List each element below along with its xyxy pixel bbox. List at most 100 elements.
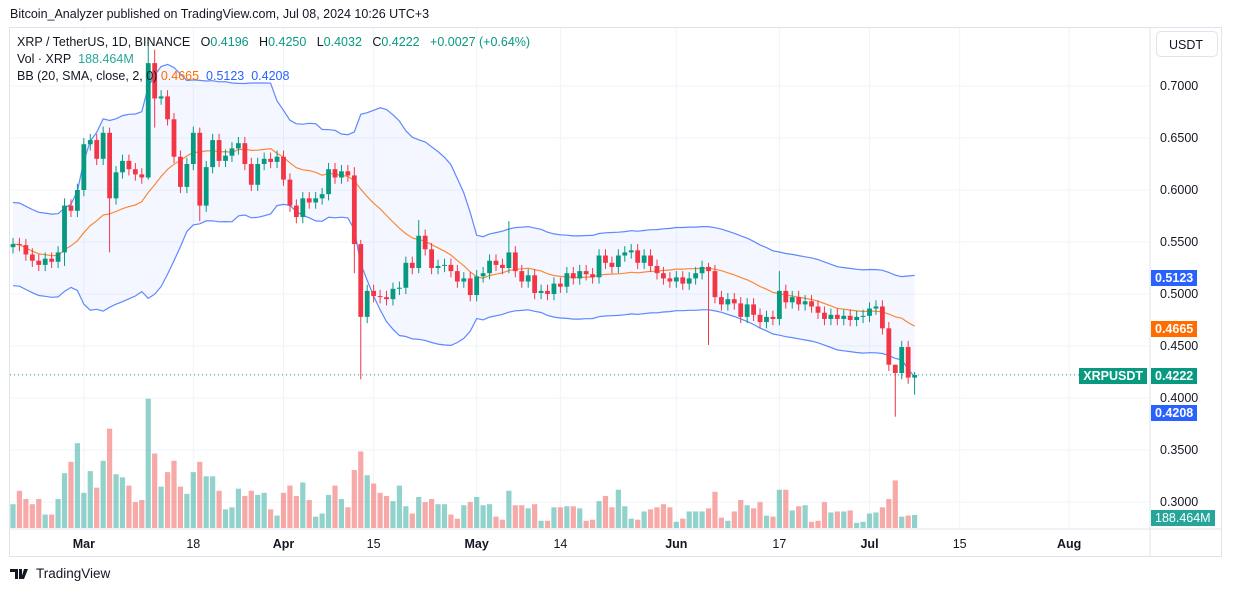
candle <box>120 154 125 179</box>
candle <box>867 302 872 323</box>
candle <box>886 322 892 371</box>
candle-body <box>654 265 660 274</box>
volume-bar <box>519 505 525 528</box>
volume-bar <box>641 511 647 528</box>
candle-body <box>500 264 505 268</box>
volume-bar <box>854 522 860 528</box>
volume-bar <box>422 502 428 528</box>
volume-bar <box>306 500 312 528</box>
candle-body <box>886 328 892 365</box>
candle <box>229 142 235 162</box>
volume-bar <box>673 521 679 528</box>
candle <box>422 229 428 256</box>
volume-bar <box>29 504 35 528</box>
candle-body <box>583 271 589 275</box>
candle-body <box>42 258 48 265</box>
candle-body <box>377 296 383 298</box>
candle-body <box>487 260 492 274</box>
candle-body <box>409 262 415 268</box>
volume-bar <box>325 494 332 528</box>
volume-bar <box>808 521 815 528</box>
candle-body <box>770 316 776 319</box>
time-tick-label: 15 <box>367 537 381 551</box>
volume-bar <box>10 504 16 528</box>
candle-body <box>300 198 306 218</box>
candle-body <box>55 252 61 262</box>
volume-bar <box>770 516 776 528</box>
candle-body <box>706 266 711 272</box>
candle-body <box>145 63 151 178</box>
volume-bar <box>667 507 673 528</box>
volume-bar <box>377 492 383 528</box>
candle <box>847 309 853 327</box>
candle <box>68 199 74 218</box>
candle <box>841 309 847 326</box>
candle-body <box>364 290 370 317</box>
candle <box>538 284 544 300</box>
time-tick-label: Mar <box>73 537 95 551</box>
candle <box>313 192 319 209</box>
candle-body <box>570 273 576 279</box>
candle <box>641 249 647 270</box>
candle-body <box>532 275 538 293</box>
candle <box>203 160 209 212</box>
candle <box>789 290 795 309</box>
candle <box>590 268 595 284</box>
candle-body <box>673 277 679 282</box>
volume-bar <box>300 482 306 528</box>
volume-bar <box>609 507 615 528</box>
volume-bar <box>577 508 583 528</box>
volume-bar <box>229 507 235 528</box>
symbol-title[interactable]: XRP / TetherUS, 1D, BINANCE <box>17 35 191 49</box>
volume-bar <box>23 499 29 528</box>
volume-bar <box>532 504 538 528</box>
volume-bar <box>68 461 74 528</box>
candle <box>36 254 42 272</box>
candle-body <box>635 250 641 263</box>
volume-bar <box>132 502 138 528</box>
candle <box>570 266 576 285</box>
change-value: +0.0027 (+0.64%) <box>430 35 531 49</box>
volume-bar <box>126 485 132 528</box>
time-tick-label: May <box>465 537 489 551</box>
candle <box>558 277 563 293</box>
volume-bar <box>834 511 840 528</box>
candle <box>81 138 87 197</box>
volume-bar <box>61 473 68 528</box>
currency-unit-button[interactable]: USDT <box>1156 31 1218 57</box>
candle <box>764 310 769 329</box>
candle-body <box>248 164 254 185</box>
candle <box>532 269 538 300</box>
tradingview-logo[interactable]: TradingView <box>10 566 110 581</box>
candle-body <box>841 315 847 319</box>
candle <box>94 133 100 166</box>
volume-bar <box>860 521 866 528</box>
candle <box>880 300 885 335</box>
candle <box>113 166 119 205</box>
candle-body <box>667 278 673 282</box>
volume-bar <box>751 508 757 528</box>
volume-label[interactable]: Vol · XRP <box>17 52 72 66</box>
candle-body <box>899 347 905 374</box>
candle <box>281 150 286 186</box>
volume-bar <box>544 520 551 528</box>
bb-label[interactable]: BB (20, SMA, close, 2, 0) <box>17 69 158 83</box>
candle <box>268 152 273 169</box>
candle <box>332 162 338 184</box>
candle <box>564 266 570 293</box>
candle <box>171 113 177 163</box>
volume-bar <box>590 519 596 528</box>
candle-body <box>339 171 344 178</box>
volume-bar <box>506 490 512 528</box>
price-tick-label: 0.6000 <box>1160 183 1198 197</box>
price-tick-label: 0.5500 <box>1160 235 1198 249</box>
volume-bar <box>190 472 196 528</box>
candle <box>686 272 692 290</box>
volume-bar <box>42 514 48 528</box>
price-tick-label: 0.4500 <box>1160 339 1198 353</box>
candle-body <box>506 252 512 268</box>
bb-basis-line <box>12 147 915 327</box>
candle <box>776 271 782 326</box>
candle <box>751 298 756 322</box>
